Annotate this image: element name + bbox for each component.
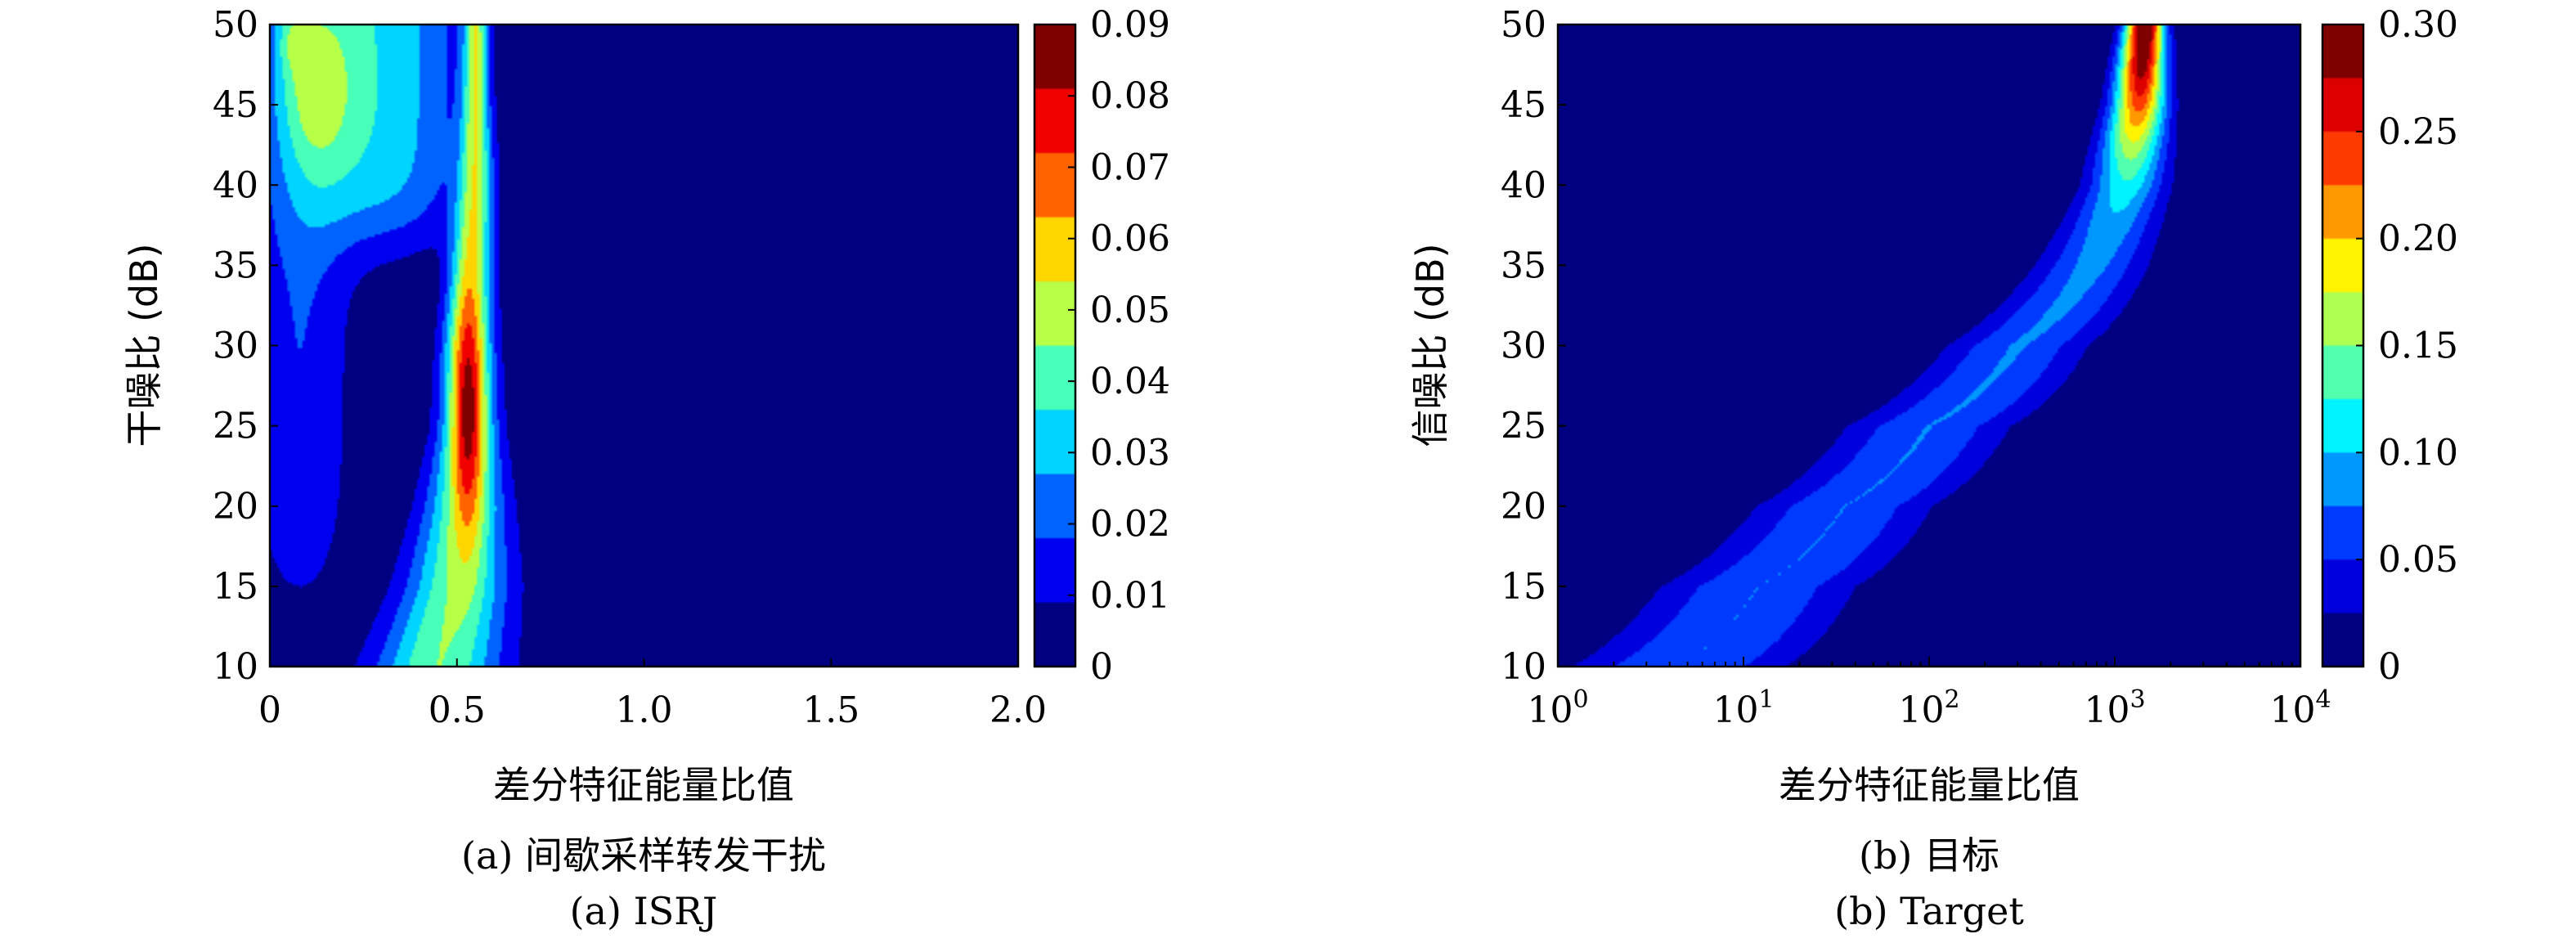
colorbar-tick-label: 0 [2378, 646, 2401, 688]
colorbar-tick-label: 0.07 [1090, 146, 1170, 188]
x-ticks-a: 0 0.5 1.0 1.5 2.0 [258, 658, 1047, 731]
heatmap-b [1558, 25, 2300, 667]
y-tick-label: 25 [1501, 406, 1546, 447]
caption-en-a: (a) ISRJ [570, 889, 718, 933]
y-tick-label: 45 [213, 84, 258, 126]
x-ticks-b: 100 101 102 103 104 [1527, 657, 2331, 731]
y-ticks-a: 10 15 20 25 30 35 40 45 50 [213, 4, 278, 688]
y-ticks-b: 10 15 20 25 30 35 40 45 50 [1501, 4, 1566, 688]
colorbar-tick-label: 0.01 [1090, 575, 1170, 617]
y-axis-label-b: 信噪比 (dB) [1408, 243, 1452, 447]
x-tick-label: 0 [258, 689, 281, 731]
x-tick-label: 100 [1527, 685, 1588, 731]
y-tick-label: 35 [213, 245, 258, 286]
colorbar-tick-label: 0.06 [1090, 218, 1170, 260]
y-tick-label: 10 [1501, 646, 1546, 688]
x-tick-label: 104 [2269, 685, 2331, 731]
y-tick-label: 20 [213, 486, 258, 528]
y-tick-label: 15 [1501, 566, 1546, 608]
colorbar-tick-label: 0.20 [2378, 218, 2458, 260]
y-tick-label: 40 [1501, 164, 1546, 206]
colorbar-tick-label: 0.08 [1090, 75, 1170, 117]
y-tick-label: 30 [1501, 326, 1546, 367]
panel-a-isrj: 0 0.5 1.0 1.5 2.0 10 15 20 25 30 35 40 45 50 0 0.01 0.… [122, 4, 1170, 933]
caption-cn-a: (a) 间歇采样转发干扰 [461, 833, 826, 878]
y-tick-label: 25 [213, 406, 258, 447]
y-tick-label: 50 [1501, 4, 1546, 46]
x-tick-label: 103 [2084, 685, 2145, 731]
colorbar-tick-label: 0.05 [1090, 290, 1170, 331]
colorbar-tick-label: 0.02 [1090, 504, 1170, 546]
colorbar-ticks-b: 0 0.05 0.10 0.15 0.20 0.25 0.30 [2356, 4, 2458, 688]
caption-en-b: (b) Target [1834, 889, 2024, 933]
x-tick-label: 101 [1712, 685, 1774, 731]
colorbar-ticks-a: 0 0.01 0.02 0.03 0.04 0.05 0.06 0.07 0.08 0.09 [1068, 4, 1170, 688]
x-tick-label: 102 [1898, 685, 1959, 731]
colorbar-tick-label: 0.09 [1090, 4, 1170, 46]
y-axis-label-a: 干噪比 (dB) [122, 243, 166, 447]
y-tick-label: 35 [1501, 245, 1546, 286]
colorbar-tick-label: 0.04 [1090, 361, 1170, 402]
colorbar-a [1034, 25, 1075, 667]
x-tick-label: 2.0 [990, 689, 1047, 731]
panel-b-target: 100 101 102 103 104 10 15 20 25 30 35 40 45 50 0 0.05… [1408, 4, 2458, 933]
colorbar-tick-label: 0 [1090, 646, 1113, 688]
y-tick-label: 15 [213, 566, 258, 608]
x-tick-label: 1.0 [616, 689, 673, 731]
colorbar-tick-label: 0.25 [2378, 111, 2458, 153]
y-tick-label: 10 [213, 646, 258, 688]
x-axis-label-b: 差分特征能量比值 [1779, 763, 2080, 807]
heatmap-a [270, 25, 1018, 667]
x-tick-label: 1.5 [802, 689, 859, 731]
y-tick-label: 45 [1501, 84, 1546, 126]
colorbar-frame-a [1033, 23, 1077, 668]
colorbar-tick-label: 0.15 [2378, 326, 2458, 367]
x-tick-label: 0.5 [429, 689, 486, 731]
y-tick-label: 30 [213, 326, 258, 367]
colorbar-tick-label: 0.05 [2378, 539, 2458, 581]
x-axis-label-a: 差分特征能量比值 [493, 763, 794, 807]
caption-cn-b: (b) 目标 [1859, 833, 1999, 878]
colorbar-tick-label: 0.30 [2378, 4, 2458, 46]
y-tick-label: 20 [1501, 486, 1546, 528]
colorbar-tick-label: 0.10 [2378, 432, 2458, 474]
y-tick-label: 40 [213, 164, 258, 206]
y-tick-label: 50 [213, 4, 258, 46]
colorbar-tick-label: 0.03 [1090, 432, 1170, 474]
